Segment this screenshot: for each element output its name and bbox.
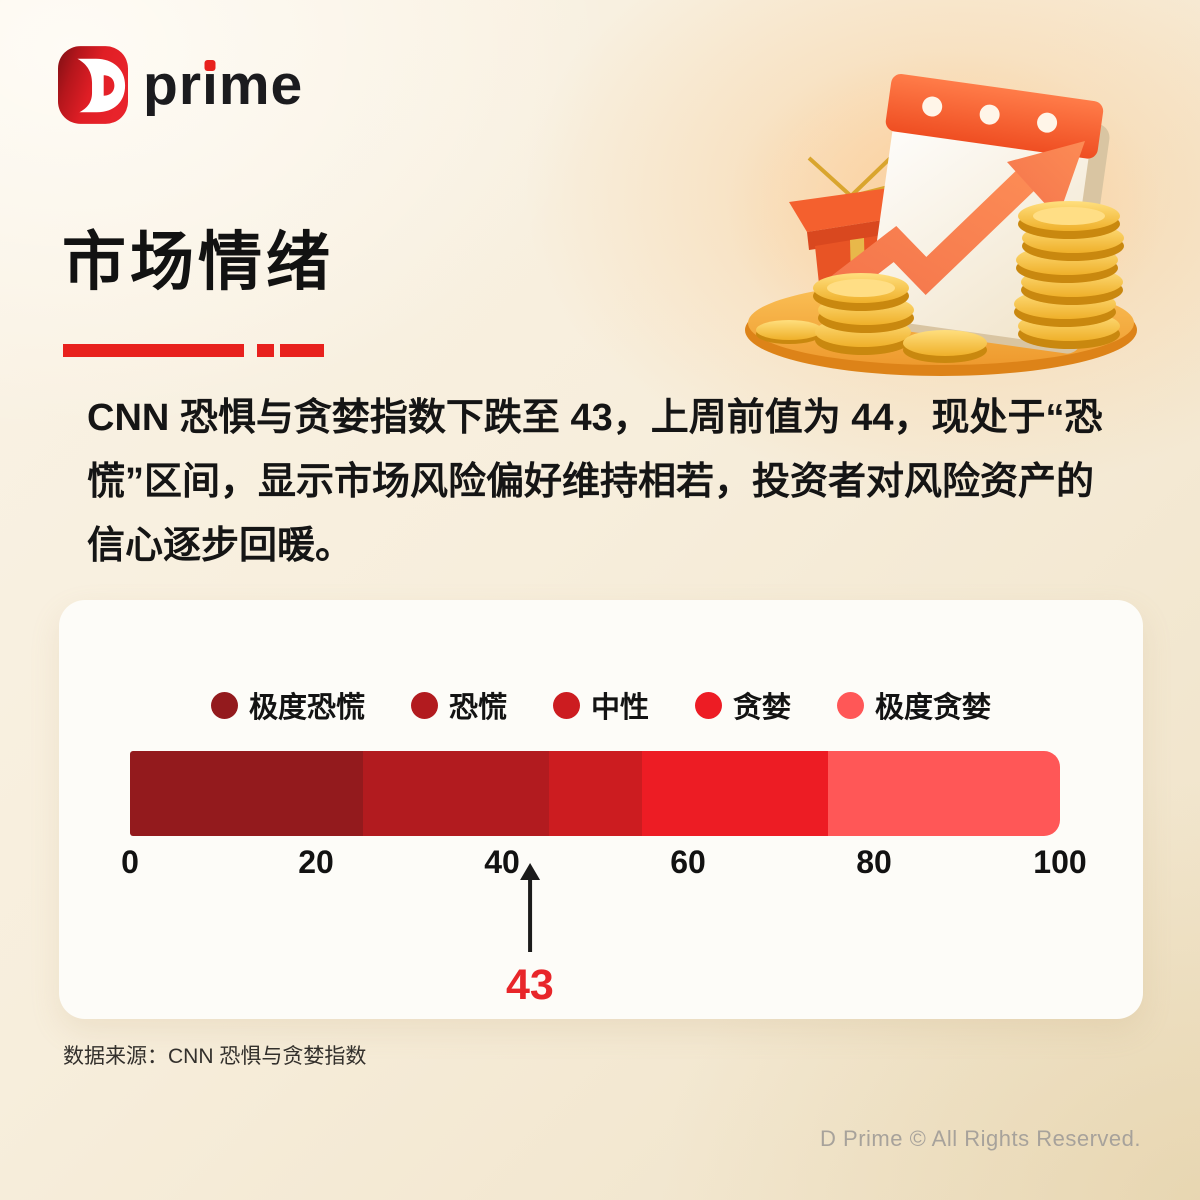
legend-label: 恐慌 (448, 692, 507, 724)
legend-dot-icon (552, 691, 580, 719)
gauge-axis: 0 20 40 60 80 100 (121, 844, 1087, 882)
calendar-coins-illustration (727, 50, 1161, 376)
logo-d-icon (58, 46, 128, 124)
axis-tick-label: 80 (856, 844, 892, 880)
gauge-segment (362, 751, 549, 836)
axis-tick-label: 100 (1033, 844, 1087, 880)
copyright: D Prime © All Rights Reserved. (820, 1126, 1141, 1151)
arrow-up-icon (519, 863, 540, 880)
legend-dot-icon (837, 691, 865, 719)
axis-tick-label: 40 (484, 844, 520, 880)
value-marker: 43 (506, 863, 554, 1010)
gauge-bar (130, 751, 1060, 836)
axis-tick-label: 60 (670, 844, 706, 880)
marker-value-label: 43 (505, 961, 554, 1009)
legend: 极度恐慌 恐慌 中性 贪婪 极度贪婪 (59, 684, 1143, 726)
legend-label: 中性 (590, 692, 649, 724)
page-title: 市场情绪 (62, 226, 334, 298)
logo-i-dot (204, 59, 216, 71)
marker-line (527, 880, 532, 952)
legend-item: 极度贪婪 (837, 684, 991, 726)
gauge-segment (827, 751, 1060, 836)
gauge-area: 0 20 40 60 80 100 43 (121, 751, 1087, 1009)
legend-item: 中性 (552, 684, 649, 726)
legend-dot-icon (210, 691, 238, 719)
axis-tick-label: 20 (298, 844, 334, 880)
logo-wordmark: prı me (143, 52, 304, 117)
legend-item: 贪婪 (695, 684, 791, 726)
data-source: 数据来源：CNN 恐惧与贪婪指数 (63, 1045, 367, 1068)
legend-dot-icon (410, 691, 438, 719)
axis-tick-label: 0 (121, 844, 139, 880)
title-underline (63, 344, 324, 357)
summary-text: CNN 恐惧与贪婪指数下跌至 43，上周前值为 44，现处于“恐慌”区间，显示市… (87, 397, 1103, 567)
legend-item: 极度恐慌 (210, 684, 365, 726)
gauge-segment (548, 751, 642, 836)
coin-stack-icon (756, 201, 1124, 363)
trend-arrow-icon (816, 141, 1085, 309)
brand-logo: prı me (58, 46, 303, 124)
legend-dot-icon (695, 691, 722, 719)
gauge-segment (130, 751, 363, 836)
legend-label: 极度贪婪 (875, 692, 992, 724)
legend-label: 贪婪 (733, 692, 792, 724)
sentiment-gauge-card: 极度恐慌 恐慌 中性 贪婪 极度贪婪 0 20 40 60 80 100 43 (59, 600, 1143, 1019)
legend-label: 极度恐慌 (248, 692, 365, 724)
legend-item: 恐慌 (410, 684, 507, 726)
gauge-segment (641, 751, 828, 836)
